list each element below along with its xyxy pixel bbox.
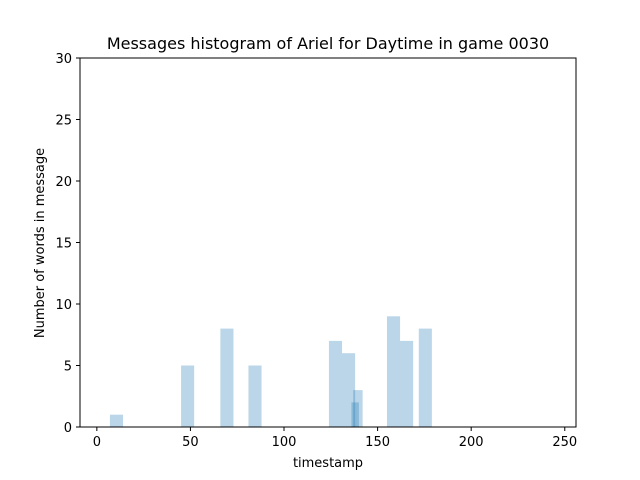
bar-8 xyxy=(386,316,401,427)
bar-3 xyxy=(248,365,262,427)
x-tick-label-2: 100 xyxy=(272,435,297,450)
bars-group xyxy=(109,316,432,427)
x-tick-label-3: 150 xyxy=(365,435,390,450)
y-tick-label-6: 30 xyxy=(55,52,72,67)
x-axis-label: timestamp xyxy=(293,456,363,471)
bar-5 xyxy=(342,353,356,427)
x-tick-label-5: 250 xyxy=(552,435,577,450)
y-tick-label-5: 25 xyxy=(55,114,72,129)
y-axis-ticks: 0 5 10 15 20 25 30 xyxy=(55,52,80,436)
y-axis-label: Number of words in message xyxy=(33,148,48,338)
x-axis-ticks: 0 50 100 150 200 250 xyxy=(93,427,577,450)
y-tick-label-1: 5 xyxy=(64,360,72,375)
y-tick-label-4: 20 xyxy=(55,175,72,190)
plot-frame xyxy=(79,57,577,428)
bar-2 xyxy=(220,328,234,427)
y-tick-label-3: 15 xyxy=(55,237,72,252)
bar-6 xyxy=(351,402,359,427)
bar-7 xyxy=(353,390,363,427)
x-tick-label-1: 50 xyxy=(182,435,199,450)
y-tick-label-2: 10 xyxy=(55,298,72,313)
bar-4 xyxy=(328,340,343,427)
bar-9 xyxy=(400,340,414,427)
bar-10 xyxy=(418,328,432,427)
chart-title: Messages histogram of Ariel for Daytime … xyxy=(107,34,549,53)
y-tick-label-0: 0 xyxy=(64,421,72,436)
bar-0 xyxy=(109,414,124,427)
x-tick-label-0: 0 xyxy=(93,435,101,450)
bar-1 xyxy=(181,365,195,427)
x-tick-label-4: 200 xyxy=(459,435,484,450)
